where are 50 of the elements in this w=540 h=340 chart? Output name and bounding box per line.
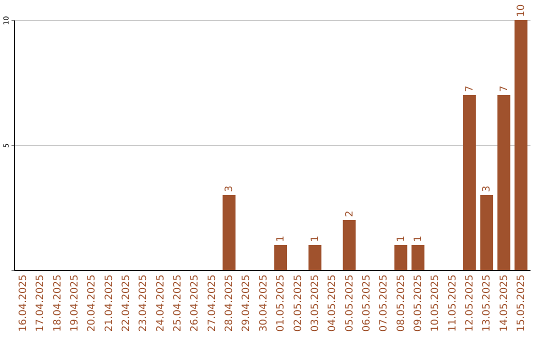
x-tick-label: 16.04.2025: [18, 274, 30, 332]
x-tick-label: 22.04.2025: [121, 274, 132, 332]
bar: [514, 20, 528, 270]
x-tick-label: 11.05.2025: [447, 274, 458, 332]
bar: [222, 195, 236, 270]
x-tick-label: 01.05.2025: [276, 274, 287, 332]
x-tick-label: 15.05.2025: [516, 274, 527, 332]
data-label: 1: [396, 236, 407, 242]
bar: [412, 245, 424, 270]
x-tick-label: 26.04.2025: [190, 274, 201, 332]
bar: [480, 195, 494, 270]
x-tick-label: 21.04.2025: [104, 274, 115, 332]
x-tick-label: 03.05.2025: [310, 274, 321, 332]
data-label: 3: [482, 186, 493, 192]
data-label: 1: [412, 236, 424, 242]
x-tick-label: 13.05.2025: [482, 274, 493, 332]
x-tick-label: 29.04.2025: [241, 274, 252, 332]
x-tick-label: 12.05.2025: [464, 274, 476, 332]
bar: [497, 95, 510, 270]
bar: [463, 95, 476, 270]
data-label: 10: [516, 4, 527, 17]
x-tick-label: 30.04.2025: [258, 274, 270, 332]
x-tick-label: 23.04.2025: [138, 274, 150, 332]
data-label: 1: [276, 236, 287, 242]
x-tick-label: 27.04.2025: [206, 274, 218, 332]
data-label: 2: [344, 210, 356, 217]
x-tick-label: 02.05.2025: [292, 274, 304, 332]
x-tick-label: 19.04.2025: [70, 274, 81, 332]
x-tick-label: 28.04.2025: [224, 274, 236, 332]
bar: [308, 245, 322, 270]
bar: [394, 245, 408, 270]
x-tick-label: 09.05.2025: [412, 274, 424, 332]
x-tick-label: 18.04.2025: [52, 274, 64, 332]
bar: [342, 220, 356, 270]
x-tick-label: 17.04.2025: [35, 274, 46, 332]
x-tick-label: 20.04.2025: [86, 274, 98, 332]
x-tick-label: 25.04.2025: [172, 274, 184, 332]
data-label: 7: [464, 86, 476, 92]
x-tick-label: 07.05.2025: [378, 274, 390, 332]
x-tick-label: 24.04.2025: [155, 274, 166, 332]
bar: [274, 245, 288, 270]
data-label: 3: [224, 186, 236, 192]
data-label: 1: [310, 236, 321, 242]
x-tick-label: 08.05.2025: [396, 274, 407, 332]
x-tick-label: 06.05.2025: [361, 274, 372, 332]
data-label: 7: [498, 86, 510, 92]
x-tick-label: 05.05.2025: [344, 274, 356, 332]
x-tick-label: 04.05.2025: [327, 274, 338, 332]
x-tick-label: 14.05.2025: [498, 274, 510, 332]
x-tick-label: 10.05.2025: [430, 274, 442, 332]
